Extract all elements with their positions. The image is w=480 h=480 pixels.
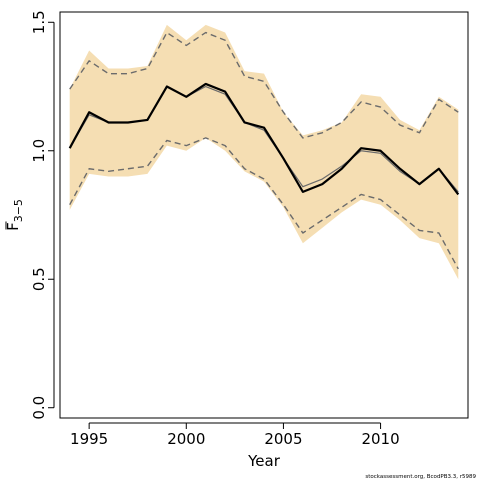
series-line-solid-thick-0: [68, 82, 460, 196]
y-axis-label-subscript: 3−5: [12, 199, 25, 222]
y-axis-label: F3−5: [4, 199, 25, 231]
confidence-band-area: [69, 24, 459, 280]
x-tick-label: 2005: [264, 430, 302, 448]
confidence-band: [69, 24, 459, 280]
y-tick-label: 0.0: [30, 396, 48, 420]
x-tick-label: 2010: [361, 430, 399, 448]
y-axis-label-main: F: [4, 222, 22, 231]
svg-text:F3−5: F3−5: [4, 199, 25, 231]
series-line-dashed-3: [69, 137, 459, 270]
series-lines: [68, 31, 460, 270]
y-axis: 0.0 0.5 1.0 1.5: [30, 10, 55, 420]
plot-frame: [59, 11, 469, 419]
y-tick-label: 0.5: [30, 267, 48, 291]
footer-note: stockassessment.org, BcodPB3.3, r5989: [365, 474, 476, 480]
x-tick-label: 1995: [70, 430, 108, 448]
x-axis: 1995 2000 2005 2010: [70, 422, 400, 448]
y-tick-label: 1.0: [30, 139, 48, 163]
y-tick-label: 1.5: [30, 10, 48, 34]
x-tick-label: 2000: [167, 430, 205, 448]
series-line-dashed-2: [69, 31, 459, 139]
x-axis-label: Year: [247, 452, 281, 470]
